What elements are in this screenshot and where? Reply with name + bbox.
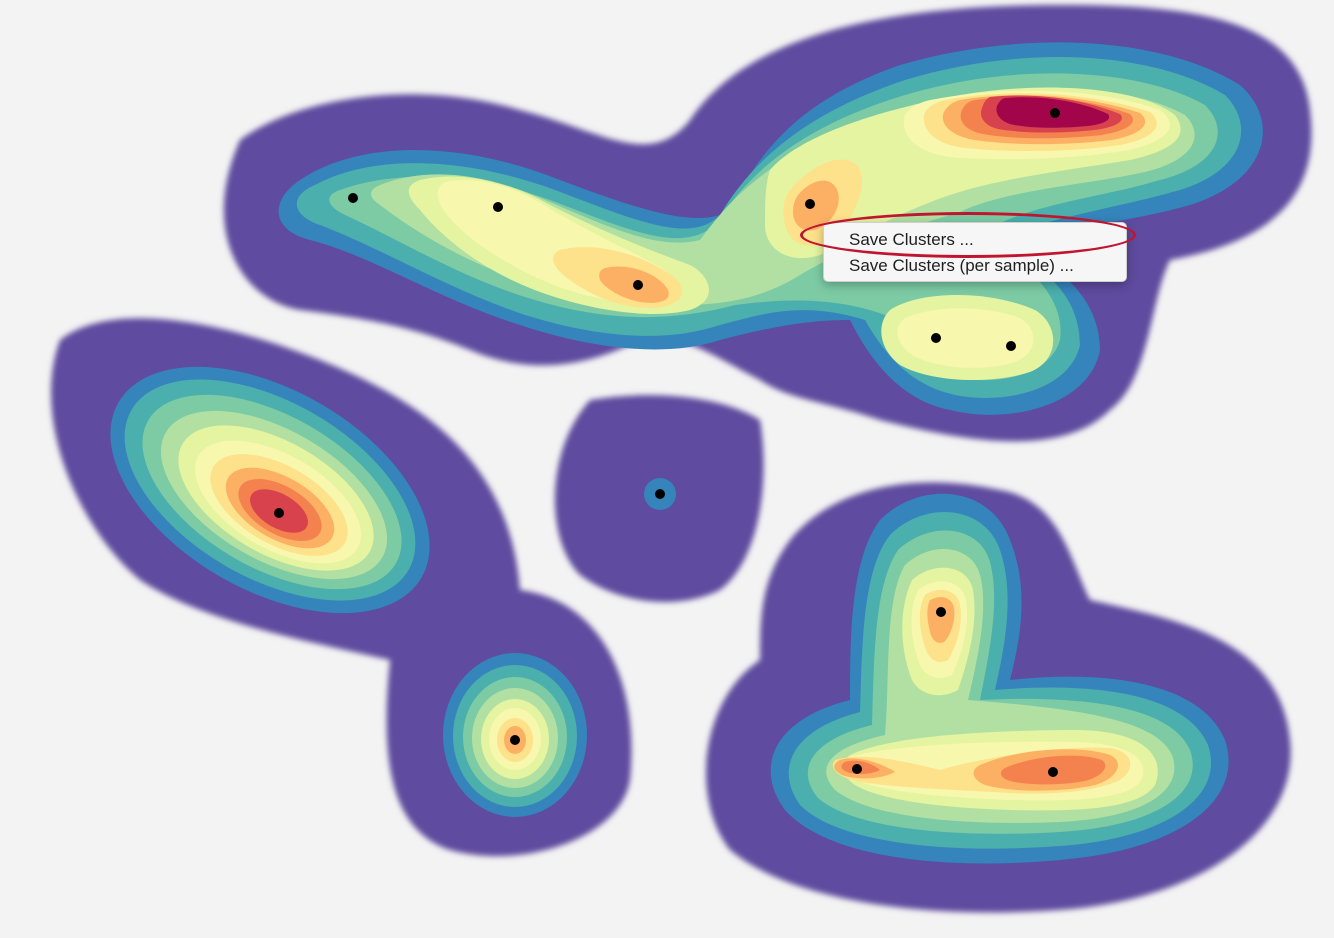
cluster-b-contours [110, 366, 430, 614]
sample-point[interactable] [510, 735, 520, 745]
menu-item-save-clusters[interactable]: Save Clusters ... [849, 230, 974, 249]
sample-point[interactable] [655, 489, 665, 499]
cluster-a-contours [278, 42, 1263, 415]
sample-point[interactable] [852, 764, 862, 774]
sample-point[interactable] [1048, 767, 1058, 777]
sample-point[interactable] [274, 508, 284, 518]
sample-point[interactable] [931, 333, 941, 343]
menu-item-save-clusters-per-sample[interactable]: Save Clusters (per sample) ... [849, 256, 1074, 275]
sample-point[interactable] [1006, 341, 1016, 351]
sample-points [274, 108, 1060, 777]
sample-point[interactable] [805, 199, 815, 209]
sample-point[interactable] [493, 202, 503, 212]
sample-point[interactable] [348, 193, 358, 203]
context-menu: Save Clusters ... Save Clusters (per sam… [823, 222, 1127, 282]
sample-point[interactable] [633, 280, 643, 290]
sample-point[interactable] [936, 607, 946, 617]
sample-point[interactable] [1050, 108, 1060, 118]
cluster-e-contours [770, 493, 1229, 864]
